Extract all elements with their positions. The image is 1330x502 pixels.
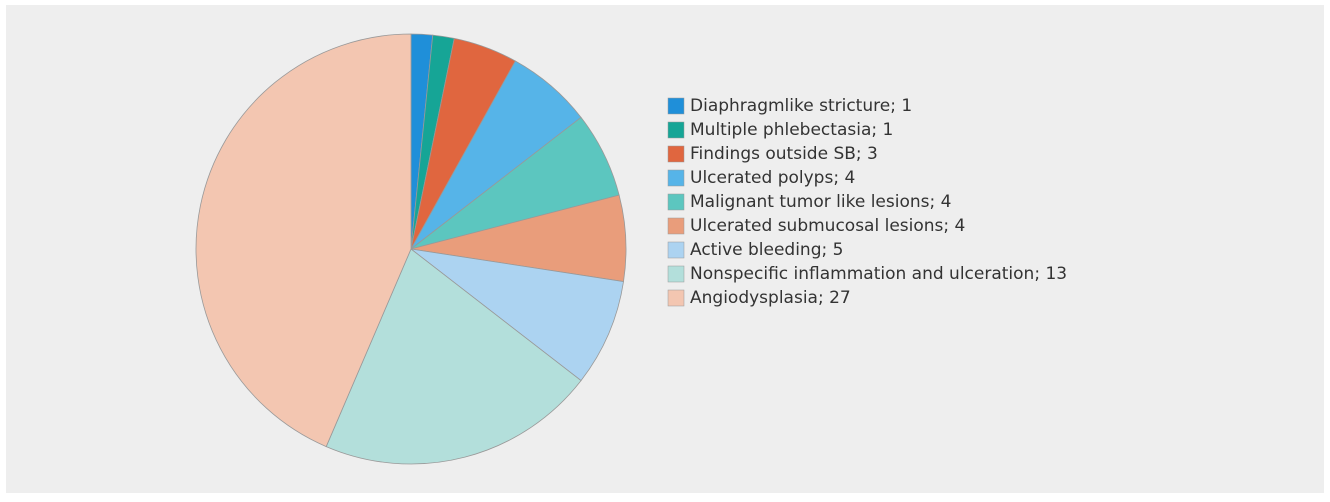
pie-slice [325,248,582,465]
legend-label: Diaphragmlike stricture; 1 [690,96,912,116]
legend-label: Ulcerated polyps; 4 [690,168,855,188]
legend-swatch [667,241,685,259]
legend-label: Nonspecific inflammation and ulceration;… [690,264,1067,284]
legend-label: Angiodysplasia; 27 [690,288,851,308]
legend-label: Multiple phlebectasia; 1 [690,120,893,140]
legend-swatch [667,121,685,139]
pie-slice [409,248,624,382]
legend-swatch [667,145,685,163]
legend-swatch [667,217,685,235]
legend-swatch [667,97,685,115]
legend-label: Malignant tumor like lesions; 4 [690,192,951,212]
legend-swatch [667,289,685,307]
legend-swatch [667,193,685,211]
legend-label: Active bleeding; 5 [690,240,843,260]
legend-label: Findings outside SB; 3 [690,144,878,164]
pie-slice [195,33,412,448]
legend-label: Ulcerated submucosal lesions; 4 [690,216,965,236]
legend-swatch [667,265,685,283]
legend-swatch [667,169,685,187]
